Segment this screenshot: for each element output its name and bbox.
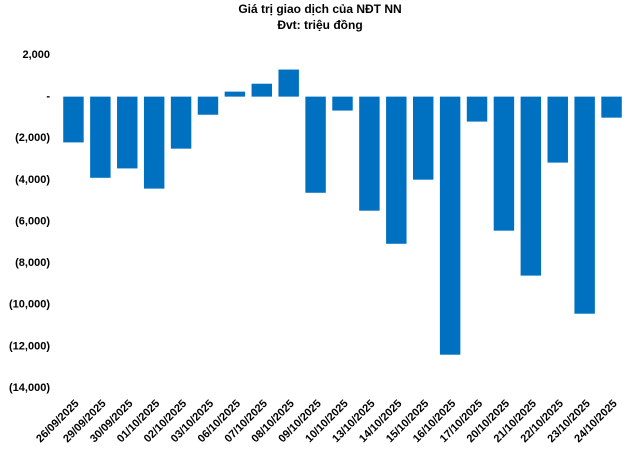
bar (63, 96, 84, 143)
bar (439, 96, 461, 355)
bar (90, 96, 111, 178)
bar (547, 96, 568, 163)
chart-title: Giá trị giao dịch của NĐT NN (238, 2, 401, 16)
y-tick-label: (8,000) (15, 257, 50, 269)
bar (493, 96, 515, 231)
y-tick-label: (2,000) (15, 132, 50, 144)
y-tick-label: - (46, 91, 50, 103)
bar (386, 96, 407, 244)
bar (359, 96, 380, 211)
bar (170, 96, 192, 149)
bar (520, 96, 542, 276)
bar (412, 96, 434, 180)
bar (305, 96, 326, 193)
chart-subtitle: Đvt: triệu đồng (277, 18, 362, 32)
y-tick-label: (6,000) (15, 215, 50, 227)
bar (278, 69, 299, 97)
y-tick-label: 2,000 (22, 49, 50, 61)
y-tick-label: (10,000) (9, 299, 50, 311)
bar (224, 91, 246, 97)
bar (601, 96, 622, 118)
bar (117, 96, 138, 169)
bar (197, 96, 219, 115)
y-tick-label: (4,000) (15, 174, 50, 186)
y-tick-label: (14,000) (9, 382, 50, 394)
bar (332, 96, 353, 111)
bar (143, 96, 165, 189)
y-tick-label: (12,000) (9, 340, 50, 352)
bar (251, 83, 273, 97)
bar (574, 96, 595, 314)
bar (466, 96, 488, 122)
